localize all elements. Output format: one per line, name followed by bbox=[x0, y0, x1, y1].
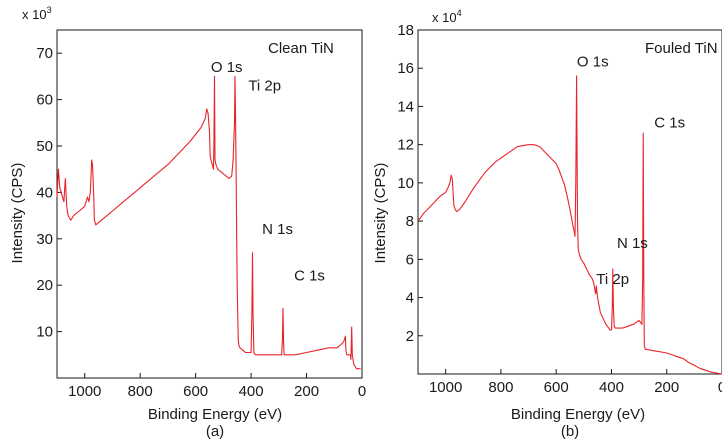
title-a: Clean TiN bbox=[268, 40, 334, 57]
multiplier-b-exp: 4 bbox=[457, 8, 462, 18]
x-axis-label-a: Binding Energy (eV) bbox=[148, 406, 282, 423]
x-tick-label: 600 bbox=[544, 379, 569, 396]
y-tick-label: 30 bbox=[36, 231, 53, 248]
peak-label: O 1s bbox=[577, 53, 609, 70]
y-tick-label: 6 bbox=[406, 251, 414, 268]
y-ticks-b: 2 4 6 8 10 12 14 16 18 bbox=[397, 22, 423, 345]
y-tick-label: 8 bbox=[406, 213, 414, 230]
x-tick-label: 1000 bbox=[68, 383, 101, 400]
multiplier-a-exp: 3 bbox=[47, 5, 52, 15]
y-tick-label: 70 bbox=[36, 45, 53, 62]
multiplier-a-base: x 10 bbox=[22, 7, 47, 22]
x-tick-label: 200 bbox=[654, 379, 679, 396]
y-axis-label-b: Intensity (CPS) bbox=[372, 163, 389, 264]
y-tick-label: 18 bbox=[397, 22, 414, 39]
x-tick-label: 1000 bbox=[429, 379, 462, 396]
x-ticks-b: 1000 800 600 400 200 0 bbox=[429, 369, 722, 396]
multiplier-b: x 104 bbox=[432, 8, 462, 25]
peak-label: Ti 2p bbox=[596, 271, 629, 288]
y-tick-label: 10 bbox=[397, 175, 414, 192]
y-tick-label: 50 bbox=[36, 138, 53, 155]
multiplier-b-base: x 10 bbox=[432, 10, 457, 25]
x-axis-label-b: Binding Energy (eV) bbox=[511, 406, 645, 423]
marks-a: O 1s Ti 2p N 1s C 1s bbox=[56, 59, 361, 370]
y-tick-label: 2 bbox=[406, 328, 414, 345]
y-tick-label: 16 bbox=[397, 60, 414, 77]
x-tick-label: 800 bbox=[128, 383, 153, 400]
multiplier-a: x 103 bbox=[22, 5, 52, 22]
title-b: Fouled TiN bbox=[645, 40, 718, 57]
peak-label: Ti 2p bbox=[248, 77, 281, 94]
series-line bbox=[417, 75, 722, 375]
x-ticks-a: 1000 800 600 400 200 0 bbox=[68, 373, 366, 400]
peak-label: N 1s bbox=[617, 235, 648, 252]
y-tick-label: 4 bbox=[406, 290, 414, 307]
peak-label: C 1s bbox=[294, 268, 325, 285]
y-tick-label: 20 bbox=[36, 277, 53, 294]
plot-frame-a bbox=[56, 29, 363, 379]
panel-a: 10 20 30 40 50 60 70 1000 800 600 400 200 0 O 1s Ti … bbox=[9, 5, 366, 440]
peak-label: O 1s bbox=[211, 59, 243, 76]
y-tick-label: 10 bbox=[36, 324, 53, 341]
x-tick-label: 0 bbox=[718, 379, 722, 396]
y-tick-label: 60 bbox=[36, 92, 53, 109]
x-tick-label: 600 bbox=[183, 383, 208, 400]
x-tick-label: 0 bbox=[358, 383, 366, 400]
plot-frame-b bbox=[417, 29, 722, 375]
peak-label: C 1s bbox=[654, 114, 685, 131]
y-tick-label: 12 bbox=[397, 137, 414, 154]
caption-a: (a) bbox=[206, 423, 224, 440]
panel-b: 2 4 6 8 10 12 14 16 18 1000 800 600 400 200 0 O 1s Ti … bbox=[372, 8, 722, 440]
x-tick-label: 400 bbox=[599, 379, 624, 396]
y-tick-label: 40 bbox=[36, 184, 53, 201]
x-tick-label: 200 bbox=[294, 383, 319, 400]
series-line bbox=[56, 75, 361, 370]
x-tick-label: 800 bbox=[488, 379, 513, 396]
y-ticks-a: 10 20 30 40 50 60 70 bbox=[36, 45, 62, 341]
caption-b: (b) bbox=[561, 423, 579, 440]
y-axis-label-a: Intensity (CPS) bbox=[9, 163, 26, 264]
peak-label: N 1s bbox=[262, 221, 293, 238]
y-tick-label: 14 bbox=[397, 98, 414, 115]
marks-b: O 1s Ti 2p N 1s C 1s bbox=[417, 53, 722, 375]
x-tick-label: 400 bbox=[239, 383, 264, 400]
